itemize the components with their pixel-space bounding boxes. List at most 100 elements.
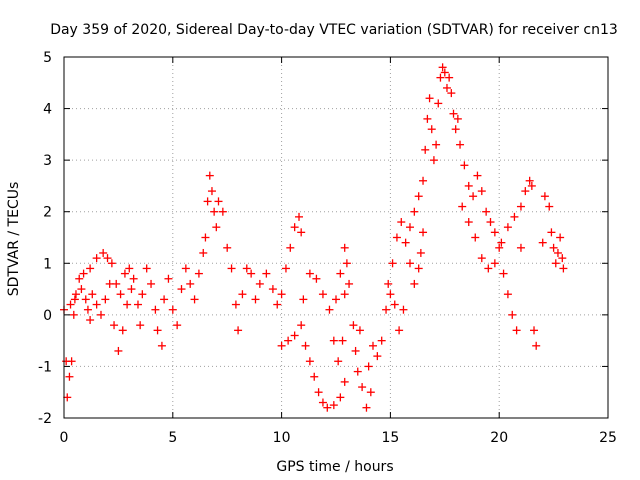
data-point — [92, 254, 101, 263]
data-point — [332, 295, 340, 304]
x-tick-label: 20 — [490, 430, 508, 446]
data-point — [477, 187, 486, 196]
data-point — [482, 207, 491, 216]
data-point — [351, 346, 360, 355]
y-tick-label: 4 — [43, 102, 52, 118]
data-point — [160, 295, 169, 304]
x-tick-label: 15 — [381, 430, 399, 446]
data-point — [231, 300, 240, 309]
data-point — [312, 274, 321, 283]
data-point — [358, 383, 367, 392]
data-point — [471, 233, 480, 242]
chart-title: Day 359 of 2020, Sidereal Day-to-day VTE… — [50, 22, 618, 38]
data-point — [340, 290, 349, 299]
data-point — [558, 254, 567, 263]
data-point — [366, 388, 375, 397]
y-tick-label: -2 — [38, 411, 52, 427]
data-point — [342, 259, 351, 268]
data-point — [553, 248, 562, 257]
data-point — [107, 259, 116, 268]
data-point — [281, 264, 290, 273]
data-point — [323, 403, 332, 412]
y-tick-label: 5 — [43, 50, 52, 66]
data-point — [190, 295, 199, 304]
data-point — [127, 285, 136, 294]
data-point — [71, 290, 80, 299]
grid — [64, 57, 608, 418]
data-point — [551, 259, 560, 268]
data-point — [177, 285, 186, 294]
data-point — [207, 187, 216, 196]
data-point — [168, 305, 177, 314]
data-point — [305, 357, 314, 366]
data-point — [512, 326, 521, 335]
data-point — [442, 83, 451, 92]
data-point — [453, 114, 462, 123]
data-point — [114, 346, 123, 355]
data-point — [432, 140, 441, 149]
data-point — [199, 248, 208, 257]
y-tick-label: 1 — [43, 256, 52, 272]
data-point — [255, 279, 264, 288]
data-point — [142, 264, 151, 273]
data-point — [414, 192, 423, 201]
data-point — [194, 269, 203, 278]
data-point — [69, 310, 78, 319]
data-point — [318, 398, 327, 407]
data-point — [373, 352, 382, 361]
data-point — [449, 109, 458, 118]
data-point — [223, 243, 232, 252]
data-point — [362, 403, 371, 412]
data-point — [101, 295, 110, 304]
data-point — [116, 290, 125, 299]
data-point — [336, 393, 345, 402]
data-point — [138, 290, 147, 299]
data-point — [103, 254, 112, 263]
data-point — [227, 264, 236, 273]
data-point — [538, 238, 547, 247]
data-point — [70, 295, 79, 304]
data-point — [88, 290, 97, 299]
data-point — [310, 372, 319, 381]
data-point — [377, 336, 386, 345]
data-point — [423, 114, 432, 123]
data-point — [210, 207, 219, 216]
data-point — [399, 305, 408, 314]
data-point — [334, 357, 343, 366]
data-point — [451, 125, 460, 134]
data-point — [129, 274, 138, 283]
data-point — [540, 192, 549, 201]
data-point — [86, 264, 95, 273]
data-point — [234, 326, 243, 335]
data-point — [390, 300, 399, 309]
data-point — [247, 269, 256, 278]
data-point — [425, 94, 434, 103]
data-point — [186, 279, 195, 288]
data-point — [86, 316, 95, 325]
data-point — [173, 321, 182, 330]
data-point — [96, 310, 105, 319]
data-point — [503, 290, 512, 299]
data-point — [305, 269, 314, 278]
data-point — [75, 274, 84, 283]
data-point — [392, 233, 401, 242]
data-point — [297, 228, 306, 237]
data-point — [290, 223, 299, 232]
data-point — [92, 300, 101, 309]
data-point — [203, 197, 212, 206]
data-point — [133, 300, 142, 309]
data-point — [125, 264, 134, 273]
data-point — [384, 279, 393, 288]
data-point — [556, 233, 565, 242]
data-point — [516, 243, 525, 252]
data-point — [530, 326, 539, 335]
data-point — [445, 73, 454, 82]
data-point — [157, 341, 166, 350]
data-point — [440, 68, 449, 77]
data-point — [410, 279, 419, 288]
x-tick-label: 5 — [168, 430, 177, 446]
data-point — [290, 331, 299, 340]
data-point — [277, 290, 286, 299]
data-point — [353, 367, 362, 376]
data-point — [410, 207, 419, 216]
